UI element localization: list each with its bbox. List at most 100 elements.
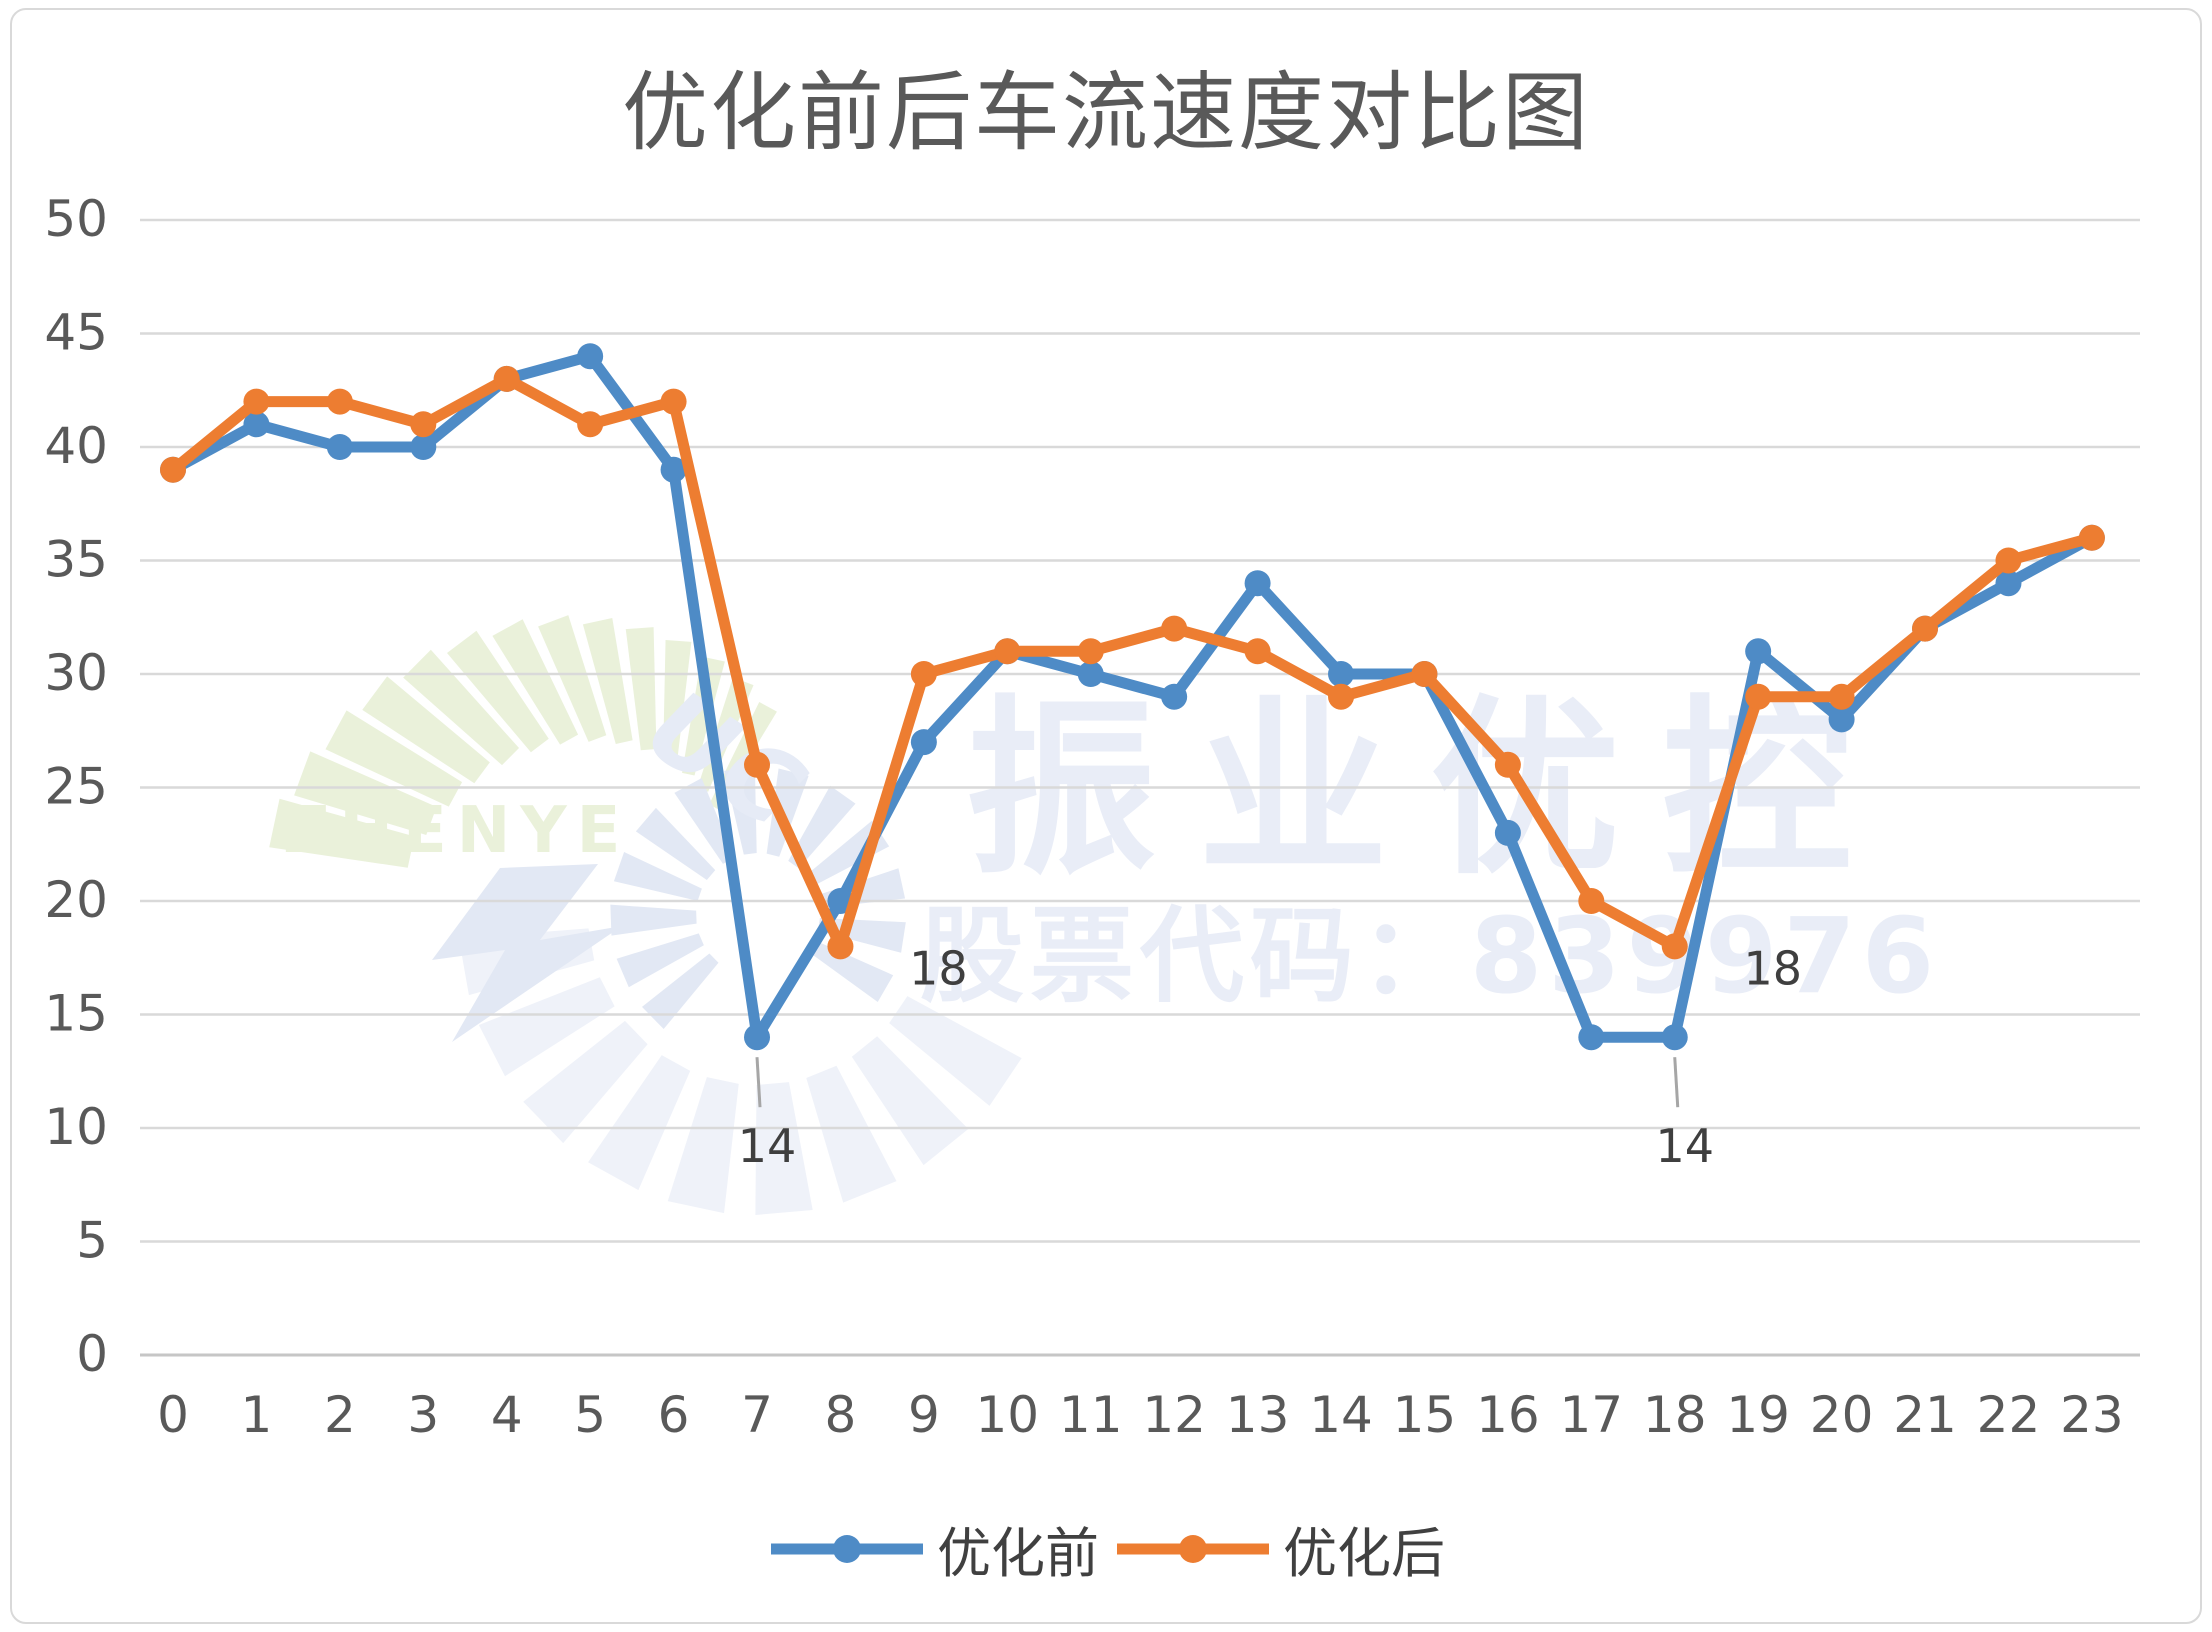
y-axis-label: 5	[76, 1212, 108, 1270]
gridlines	[140, 218, 2140, 1357]
watermark-green-ray	[403, 649, 520, 766]
legend-item-before: 优化前	[767, 1509, 1099, 1588]
data-point-优化后-17	[1578, 888, 1605, 914]
watermark-blue-ray	[610, 904, 697, 936]
x-axis-label: 9	[908, 1386, 940, 1444]
data-point-优化后-16	[1494, 751, 1521, 778]
watermark-green-ray	[625, 627, 657, 751]
data-point-优化后-2	[326, 388, 353, 415]
watermark-blue-ray	[674, 778, 735, 864]
leader-line	[755, 1057, 762, 1108]
x-axis-label: 0	[157, 1386, 189, 1444]
legend-label-after: 优化后	[1283, 1522, 1445, 1585]
x-axis-label: 13	[1226, 1386, 1290, 1444]
data-point-优化后-23	[2078, 524, 2105, 551]
data-series	[160, 343, 2105, 1051]
watermark-green-ray	[538, 615, 607, 742]
data-point-优化前-19	[1745, 638, 1772, 665]
data-point-优化后-18	[1661, 933, 1688, 960]
data-point-优化后-3	[410, 411, 437, 438]
data-point-优化后-7	[744, 751, 771, 778]
watermark-green-ray	[446, 630, 549, 753]
data-label: 18	[909, 941, 968, 995]
watermark-blue-ray-outer	[755, 1082, 813, 1215]
y-axis-label: 40	[44, 417, 108, 475]
data-point-优化前-18	[1661, 1024, 1688, 1051]
data-point-优化后-13	[1244, 638, 1271, 665]
x-axis-label: 8	[825, 1386, 857, 1444]
data-label: 18	[1743, 941, 1802, 995]
y-axis-label: 25	[44, 758, 108, 816]
data-point-优化前-22	[1995, 570, 2022, 597]
x-axis-label: 7	[741, 1386, 773, 1444]
data-point-优化前-6	[660, 456, 687, 483]
x-axis-label: 21	[1893, 1386, 1957, 1444]
legend-item-after: 优化后	[1113, 1509, 1445, 1588]
data-point-优化前-20	[1828, 706, 1855, 733]
watermark-logo	[269, 615, 1022, 1215]
data-point-优化后-8	[827, 933, 854, 960]
x-axis-label: 19	[1726, 1386, 1790, 1444]
watermark-blue-ray-outer	[889, 996, 1022, 1106]
data-point-优化后-6	[660, 388, 687, 415]
data-point-优化后-12	[1161, 615, 1188, 642]
data-label: 14	[1655, 1119, 1714, 1173]
y-axis-label: 45	[44, 304, 108, 362]
data-point-优化前-12	[1161, 683, 1188, 710]
y-axis-label: 50	[44, 190, 108, 248]
watermark-blue-ray-outer	[588, 1055, 691, 1191]
data-point-优化前-13	[1244, 570, 1271, 597]
watermark-green-ray	[294, 751, 437, 835]
watermark-blue-ray-outer	[478, 977, 615, 1077]
data-point-优化前-1	[243, 411, 270, 438]
data-point-优化前-2	[326, 434, 353, 460]
watermark-green-ray	[492, 619, 579, 745]
x-axis-label: 6	[658, 1386, 690, 1444]
watermark-blue-ray-outer	[851, 1036, 969, 1166]
x-axis-label: 2	[324, 1386, 356, 1444]
y-axis-label: 35	[44, 531, 108, 589]
legend-swatch-after-icon	[1117, 1534, 1269, 1563]
watermark-lightning-icon	[432, 864, 622, 1042]
y-axis-label: 10	[44, 1098, 108, 1156]
data-point-优化前-11	[1077, 661, 1104, 687]
x-axis-label: 1	[241, 1386, 273, 1444]
data-point-优化前-3	[410, 434, 437, 460]
y-axis-label: 0	[76, 1325, 108, 1383]
watermark-blue-ray	[817, 918, 906, 953]
data-label: 14	[738, 1119, 797, 1173]
data-point-优化后-19	[1745, 683, 1772, 710]
watermark-green-ray	[269, 798, 415, 868]
data-point-优化后-15	[1411, 661, 1438, 687]
legend-label-before: 优化前	[937, 1522, 1099, 1585]
data-point-优化前-16	[1494, 819, 1521, 846]
watermark-blue-ray-outer	[523, 1020, 648, 1144]
watermark-stock-line: 股票代码：839976	[920, 895, 1940, 1017]
data-point-优化后-11	[1077, 638, 1104, 665]
x-axis-label: 18	[1643, 1386, 1707, 1444]
data-point-优化后-22	[1995, 547, 2022, 574]
watermark-blue-ray	[635, 807, 716, 880]
watermark-green-ray	[325, 710, 463, 807]
data-point-优化前-5	[577, 343, 604, 370]
x-axis-label: 17	[1559, 1386, 1623, 1444]
data-point-优化后-0	[160, 456, 186, 483]
x-axis-label: 15	[1393, 1386, 1457, 1444]
data-point-优化后-1	[243, 388, 270, 415]
data-point-优化前-9	[910, 729, 937, 756]
watermark-brand-en: ZHENYE	[283, 794, 630, 868]
x-axis-label: 5	[574, 1386, 606, 1444]
watermark-blue-ray	[724, 767, 757, 855]
x-axis-label: 20	[1810, 1386, 1874, 1444]
data-point-优化后-9	[910, 661, 937, 687]
chart-title: 优化前后车流速度对比图	[622, 63, 1590, 163]
watermark-green-ray	[663, 640, 692, 762]
x-axis-label: 12	[1142, 1386, 1206, 1444]
watermark-blue-ray	[788, 785, 856, 869]
y-axis-label: 15	[44, 985, 108, 1043]
watermark-green-ray	[582, 617, 633, 744]
watermark-blue-ray	[766, 768, 809, 857]
data-point-优化前-17	[1578, 1024, 1605, 1051]
x-axis-label: 23	[2060, 1386, 2124, 1444]
